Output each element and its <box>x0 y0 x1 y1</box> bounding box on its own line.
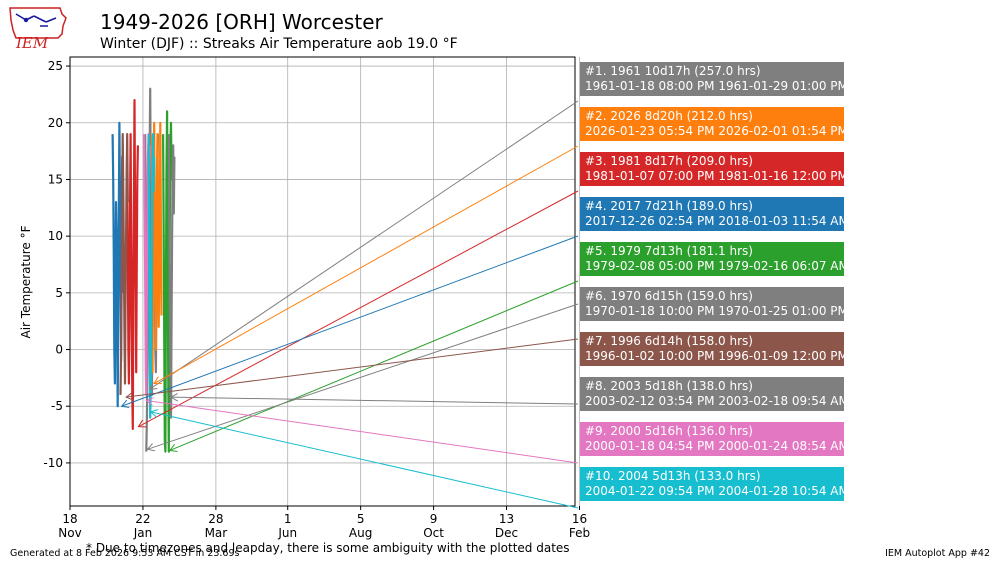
series-line-8 <box>167 134 176 419</box>
legend-date-range: 2017-12-26 02:54 PM 2018-01-03 11:54 AM <box>585 214 844 228</box>
legend-date-range: 1981-01-07 07:00 PM 1981-01-16 12:00 PM <box>585 169 844 183</box>
legend-date-range: 1970-01-18 10:00 PM 1970-01-25 01:00 PM <box>585 304 844 318</box>
y-tick-label: -5 <box>51 399 63 413</box>
legend-label: #10. 2004 5d13h (133.0 hrs) <box>585 469 761 483</box>
series-line-10 <box>147 133 156 419</box>
x-tick-label-month: Dec <box>495 526 518 540</box>
x-tick-label-month: Oct <box>423 526 444 540</box>
connector-arrow-2 <box>154 145 579 384</box>
x-tick-label-day: 5 <box>357 512 365 526</box>
legend-label: #3. 1981 8d17h (209.0 hrs) <box>585 154 753 168</box>
connector-arrow-10 <box>151 412 579 509</box>
legend-entry-6: #6. 1970 6d15h (159.0 hrs) 1970-01-18 10:… <box>580 287 844 321</box>
legend-entry-9: #9. 2000 5d16h (136.0 hrs) 2000-01-18 04:… <box>580 422 844 456</box>
connector-arrow-3 <box>138 190 579 427</box>
y-tick-label: 5 <box>55 286 63 300</box>
y-axis-label: Air Temperature °F <box>19 225 33 338</box>
x-tick-label-month: Aug <box>349 526 372 540</box>
series-line-2 <box>149 121 163 374</box>
legend-entry-7: #7. 1996 6d14h (158.0 hrs) 1996-01-02 10:… <box>580 332 844 366</box>
x-tick-label-day: 16 <box>572 512 587 526</box>
page-title: 1949-2026 [ORH] Worcester <box>100 10 383 34</box>
logo-text: IEM <box>15 34 49 50</box>
x-tick-label-day: 18 <box>62 512 77 526</box>
legend-date-range: 2026-01-23 05:54 PM 2026-02-01 01:54 PM <box>585 124 844 138</box>
y-tick-label: 10 <box>48 229 63 243</box>
legend-label: #8. 2003 5d18h (138.0 hrs) <box>585 379 753 393</box>
legend-entry-8: #8. 2003 5d18h (138.0 hrs) 2003-02-12 03:… <box>580 377 844 411</box>
app-id-text: IEM Autoplot App #42 <box>885 548 990 559</box>
series-line-5 <box>162 110 174 453</box>
connector-arrow-6 <box>147 303 579 449</box>
legend-entry-10: #10. 2004 5d13h (133.0 hrs) 2004-01-22 09… <box>580 467 844 501</box>
x-tick-label-month: Jan <box>133 526 153 540</box>
y-tick-label: 0 <box>55 343 63 357</box>
legend-label: #5. 1979 7d13h (181.1 hrs) <box>585 244 753 258</box>
x-tick-label-month: Nov <box>58 526 81 540</box>
legend-date-range: 2004-01-22 09:54 PM 2004-01-28 10:54 AM <box>585 484 844 498</box>
station-dot-icon <box>23 17 29 23</box>
x-tick-label-day: 22 <box>135 512 150 526</box>
legend-entry-1: #1. 1961 10d17h (257.0 hrs) 1961-01-18 08… <box>580 62 844 96</box>
connector-arrow-9 <box>146 401 579 464</box>
x-tick-label-month: Mar <box>205 526 228 540</box>
legend-date-range: 1996-01-02 10:00 PM 1996-01-09 12:00 PM <box>585 349 844 363</box>
legend-label: #4. 2017 7d21h (189.0 hrs) <box>585 199 753 213</box>
y-tick-label: -10 <box>43 456 63 470</box>
y-tick-label: 15 <box>48 172 63 186</box>
connector-arrow-8 <box>171 397 579 405</box>
connector-arrow-7 <box>126 338 579 397</box>
iowa-outline <box>9 7 67 39</box>
legend-date-range: 2003-02-12 03:54 PM 2003-02-18 09:54 AM <box>585 394 844 408</box>
plot-frame <box>69 56 576 507</box>
x-tick-label-month: Feb <box>569 526 590 540</box>
legend-entry-3: #3. 1981 8d17h (209.0 hrs) 1981-01-07 07:… <box>580 152 844 186</box>
legend-date-range: 1961-01-18 08:00 PM 1961-01-29 01:00 PM <box>585 79 844 93</box>
series-line-3 <box>126 98 139 430</box>
x-tick-label-day: 9 <box>430 512 438 526</box>
legend-label: #2. 2026 8d20h (212.0 hrs) <box>585 109 753 123</box>
legend-entry-5: #5. 1979 7d13h (181.1 hrs) 1979-02-08 05:… <box>580 242 844 276</box>
legend-entry-4: #4. 2017 7d21h (189.0 hrs) 2017-12-26 02:… <box>580 197 844 231</box>
x-tick-label-day: 1 <box>284 512 292 526</box>
legend-date-range: 2000-01-18 04:54 PM 2000-01-24 08:54 AM <box>585 439 844 453</box>
legend-label: #9. 2000 5d16h (136.0 hrs) <box>585 424 753 438</box>
generated-text: Generated at 8 Feb 2026 9:53 AM CST in 2… <box>10 548 240 559</box>
wind-barb-icon <box>15 13 57 27</box>
x-tick-label-month: Jun <box>277 526 297 540</box>
y-tick-label: 20 <box>48 116 63 130</box>
y-tick-label: 25 <box>48 59 63 73</box>
legend-entry-2: #2. 2026 8d20h (212.0 hrs) 2026-01-23 05:… <box>580 107 844 141</box>
legend-label: #7. 1996 6d14h (158.0 hrs) <box>585 334 753 348</box>
series-line-7 <box>119 133 129 395</box>
page-subtitle: Winter (DJF) :: Streaks Air Temperature … <box>100 36 458 52</box>
x-tick-label-day: 13 <box>499 512 514 526</box>
iem-logo: IEM <box>9 7 67 50</box>
legend-date-range: 1979-02-08 05:00 PM 1979-02-16 06:07 AM <box>585 259 844 273</box>
legend-label: #6. 1970 6d15h (159.0 hrs) <box>585 289 753 303</box>
ambiguity-note: * Due to timezones and leapday, there is… <box>86 541 570 555</box>
connector-arrow-1 <box>150 100 579 389</box>
legend-label: #1. 1961 10d17h (257.0 hrs) <box>585 64 761 78</box>
x-tick-label-day: 28 <box>208 512 223 526</box>
connector-arrow-4 <box>122 235 579 406</box>
